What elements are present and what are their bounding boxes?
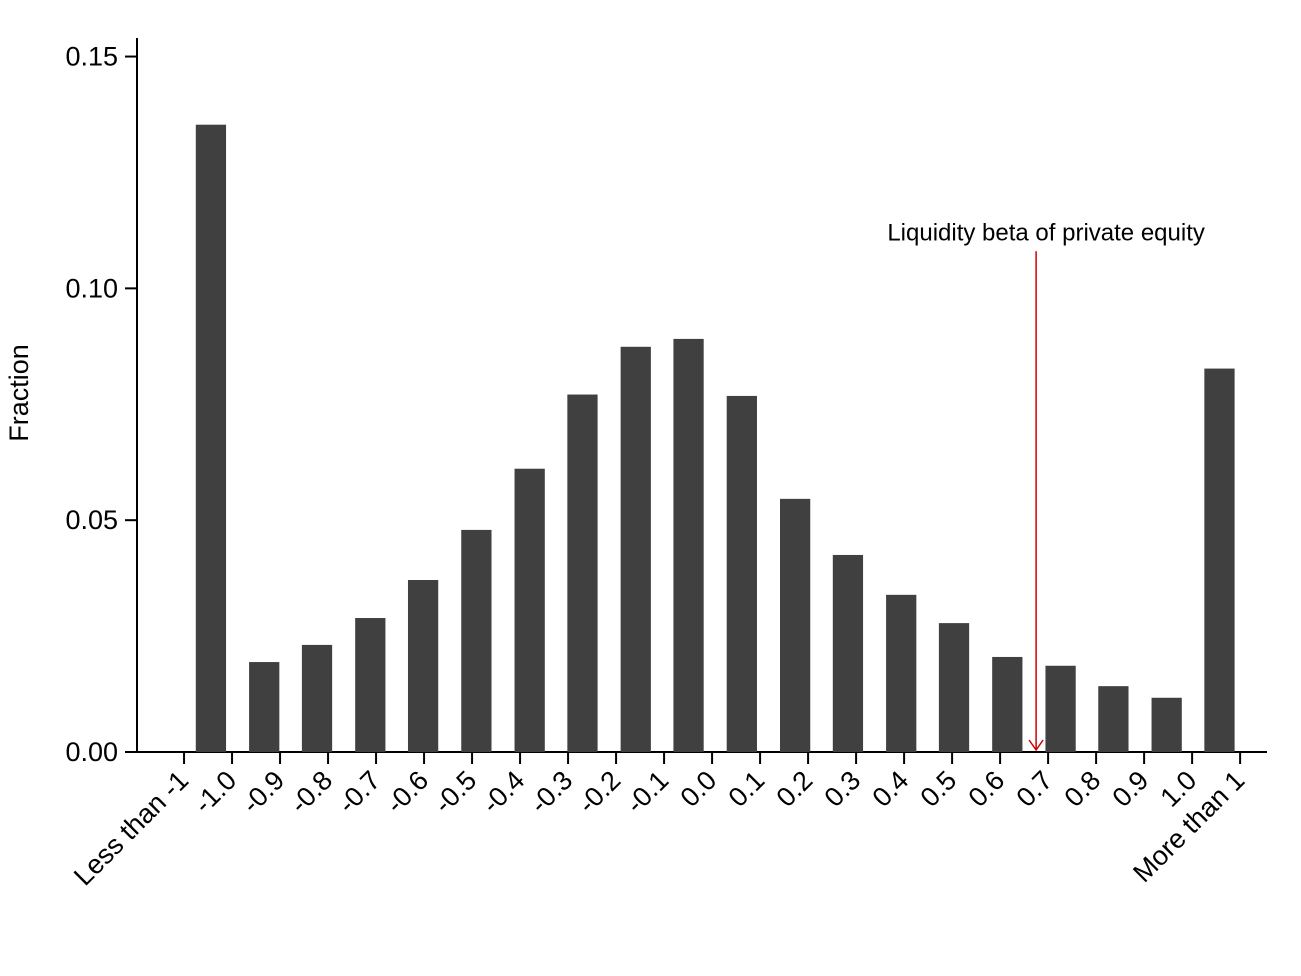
annotation-text: Liquidity beta of private equity	[887, 219, 1205, 246]
bar	[938, 623, 970, 752]
y-tick-label: 0.15	[65, 42, 118, 72]
x-tick-label: -0.2	[572, 765, 626, 819]
x-tick-label: -0.8	[284, 765, 338, 819]
bar	[514, 468, 545, 752]
bar	[620, 346, 651, 752]
x-tick-label: 0.8	[1059, 765, 1107, 813]
x-tick-label: 0.3	[819, 765, 867, 813]
bar	[301, 644, 333, 752]
x-tick-label: 0.1	[723, 765, 771, 813]
x-tick-label: 0.0	[675, 765, 723, 813]
y-axis-label: Fraction	[4, 344, 34, 442]
bar	[1045, 665, 1076, 752]
x-tick-label: 0.6	[963, 765, 1011, 813]
bar	[673, 338, 704, 752]
y-tick-label: 0.10	[65, 273, 118, 303]
x-tick-label: 0.4	[867, 765, 915, 813]
x-tick-label: -0.3	[524, 765, 578, 819]
x-tick-label: -0.4	[476, 765, 530, 819]
x-tick-label: 0.2	[771, 765, 819, 813]
x-tick-label: -1.0	[188, 765, 242, 819]
bar	[195, 124, 227, 752]
y-tick-label: 0.00	[65, 737, 118, 767]
x-tick-label: -0.1	[620, 765, 674, 819]
x-tick-label: Less than -1	[68, 765, 194, 891]
bar	[1151, 697, 1182, 752]
x-tick-label: 0.5	[915, 765, 963, 813]
bar	[779, 498, 811, 752]
x-tick-label: -0.6	[380, 765, 434, 819]
x-tick-label: 0.7	[1011, 765, 1059, 813]
y-tick-label: 0.05	[65, 505, 118, 535]
bar	[832, 554, 864, 752]
bar	[249, 662, 280, 752]
bar	[461, 529, 492, 752]
x-tick-label: -0.5	[428, 765, 482, 819]
annotation-arrowhead	[1028, 739, 1044, 752]
x-tick-label: -0.7	[332, 765, 386, 819]
bar	[726, 395, 757, 752]
bar	[1204, 368, 1235, 752]
bar	[407, 579, 439, 752]
bar	[992, 656, 1023, 752]
bar	[886, 594, 917, 752]
x-tick-label: 0.9	[1107, 765, 1155, 813]
x-tick-label: -0.9	[236, 765, 290, 819]
bar	[567, 394, 598, 752]
bar	[1098, 686, 1129, 752]
bar	[355, 618, 386, 752]
